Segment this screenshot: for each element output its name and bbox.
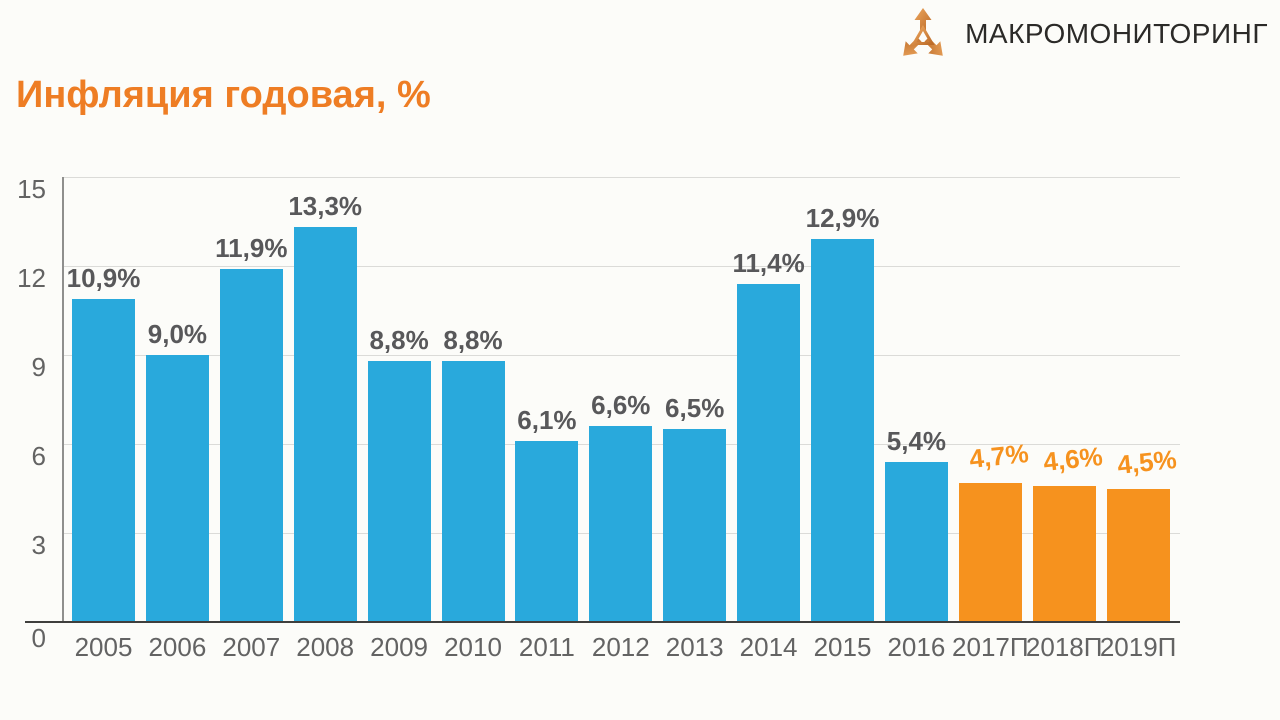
gridline-9 [62,355,1180,356]
y-tick-label-6: 6 [31,441,46,471]
x-axis-label-2009: 2009 [370,632,429,662]
bar-value-label-2017П: 4,7% [968,437,1031,474]
bar-2019П [1106,488,1170,622]
x-axis-label-2011: 2011 [518,632,575,662]
page-title: Инфляция годовая, % [16,74,431,116]
gridline-12 [62,266,1180,267]
bar-2009 [367,360,431,622]
x-axis-label-2015: 2015 [813,632,872,662]
bar-value-label-2005: 10,9% [66,262,141,293]
logo-text: МАКРОМОНИТОРИНГ [965,18,1268,49]
x-axis-label-2013: 2013 [665,632,724,662]
x-axis-label-2017П: 2017П [952,632,1029,662]
bar-value-label-2007: 11,9% [215,232,288,263]
bar-value-label-2014: 11,4% [732,247,805,278]
bar-2017П [958,482,1022,622]
x-axis-label-2010: 2010 [444,632,502,662]
x-axis-line [25,621,1180,623]
bar-2008 [293,227,357,622]
bar-2010 [441,360,505,622]
x-axis-label-2008: 2008 [296,632,355,662]
bar-2018П [1032,485,1096,622]
triple-arrow-logo-icon [897,8,949,61]
y-tick-label-9: 9 [31,352,46,382]
x-axis-label-2007: 2007 [222,632,281,662]
bar-2011 [515,441,579,622]
bar-value-label-2006: 9,0% [147,319,208,349]
y-tick-label-0: 0 [31,623,46,653]
bar-2014 [737,283,801,622]
x-axis-label-2012: 2012 [591,632,650,662]
x-axis-label-2019П: 2019П [1099,632,1177,662]
bar-value-label-2015: 12,9% [805,203,880,234]
bar-2007 [219,268,283,622]
bar-2005 [72,298,135,622]
bar-value-label-2018П: 4,6% [1042,440,1105,477]
bar-value-label-2019П: 4,5% [1116,443,1179,480]
bar-value-label-2013: 6,5% [665,393,725,424]
bar-2013 [663,429,727,622]
bar-value-label-2009: 8,8% [369,324,429,355]
bar-2016 [884,461,948,622]
bar-value-label-2016: 5,4% [886,425,947,456]
bar-value-label-2011: 6,1% [517,405,577,436]
bar-2015 [811,239,874,622]
x-axis-label-2006: 2006 [148,632,207,662]
y-tick-label-15: 15 [17,174,46,204]
macromonitoring-logo: МАКРОМОНИТОРИНГ [896,7,1268,61]
x-axis-label-2016: 2016 [887,632,946,662]
bar-2012 [589,426,653,622]
bar-value-label-2010: 8,8% [443,324,503,355]
bar-2006 [145,355,209,622]
x-axis-label-2018П: 2018П [1025,632,1103,662]
bar-value-label-2008: 13,3% [288,191,363,222]
y-tick-label-3: 3 [31,530,46,560]
bar-value-label-2012: 6,6% [591,390,651,421]
gridline-15 [62,177,1180,178]
y-axis-line [62,177,64,622]
x-axis-label-2005: 2005 [74,632,133,662]
y-tick-label-12: 12 [17,263,46,293]
x-axis-label-2014: 2014 [739,632,798,662]
